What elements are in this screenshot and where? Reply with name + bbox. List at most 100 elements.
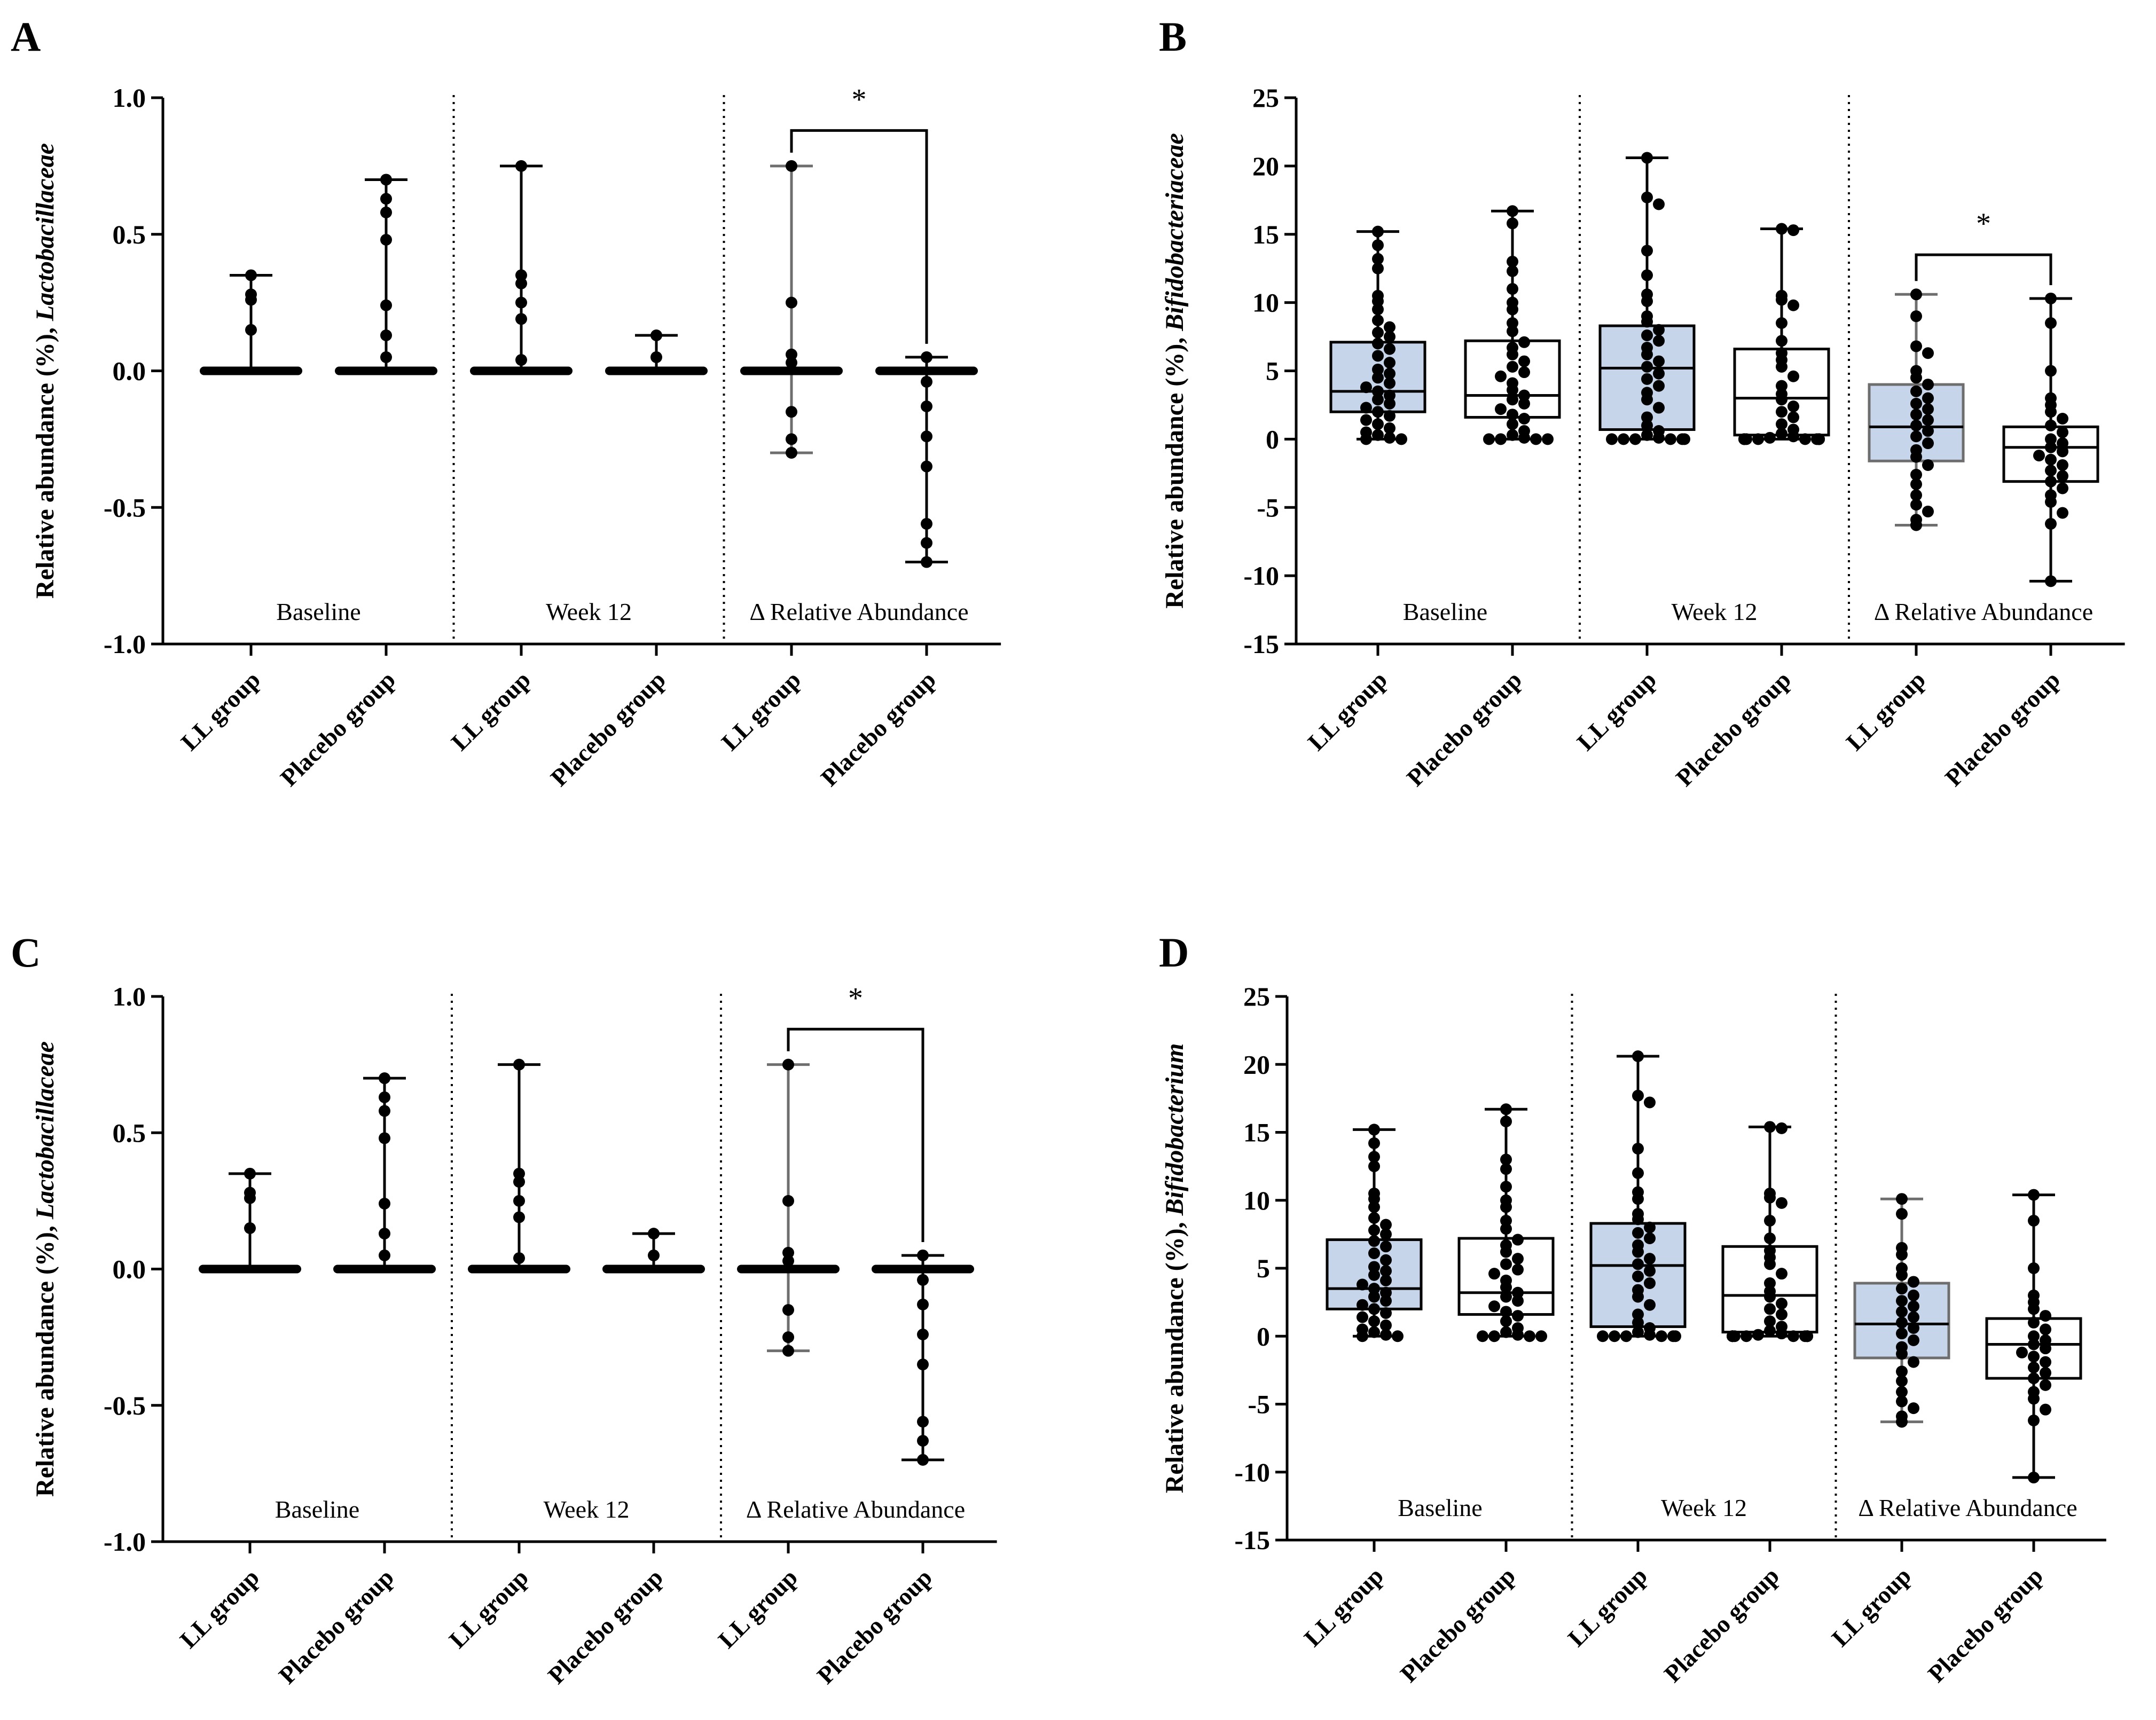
data-point bbox=[1368, 1137, 1380, 1149]
data-point bbox=[2028, 1361, 2040, 1373]
data-point bbox=[1787, 411, 1799, 423]
data-point bbox=[1764, 1121, 1776, 1133]
data-point bbox=[1653, 367, 1665, 380]
x-category-label: Placebo group bbox=[1671, 666, 1796, 791]
data-point bbox=[1776, 428, 1787, 440]
data-point bbox=[1507, 265, 1518, 277]
series-5 bbox=[875, 351, 978, 568]
series-2 bbox=[1598, 152, 1696, 445]
data-point bbox=[1641, 269, 1653, 281]
data-point bbox=[1384, 367, 1395, 380]
data-point bbox=[1512, 1253, 1524, 1265]
data-point bbox=[513, 1211, 525, 1223]
data-point bbox=[1910, 385, 1922, 397]
data-point bbox=[2045, 475, 2057, 488]
series-3 bbox=[1733, 223, 1830, 445]
x-category-label: LL group bbox=[446, 666, 536, 756]
data-point bbox=[515, 313, 527, 325]
data-point bbox=[2057, 426, 2068, 438]
section-label: Δ Relative Abundance bbox=[1858, 1494, 2077, 1521]
data-point bbox=[917, 1249, 929, 1261]
data-point bbox=[1799, 433, 1811, 445]
x-category-label: LL group bbox=[444, 1564, 534, 1653]
significance-star: * bbox=[852, 83, 867, 116]
data-point bbox=[1908, 1289, 1919, 1301]
data-point bbox=[1477, 1330, 1488, 1342]
data-point bbox=[782, 1345, 794, 1357]
data-point bbox=[1372, 326, 1384, 339]
data-point bbox=[1922, 347, 1934, 359]
data-point bbox=[1764, 1315, 1776, 1328]
data-point bbox=[1500, 1163, 1512, 1175]
data-point bbox=[1910, 478, 1922, 490]
data-point bbox=[1488, 1268, 1500, 1280]
data-point bbox=[1644, 1277, 1656, 1289]
panel-a: A 1.0 0.5 0.0 -0.5 -1.0 Relative abundance (%)… bbox=[11, 13, 1001, 791]
data-point bbox=[1922, 414, 1934, 426]
panel-c: C 1.0 0.5 0.0 -0.5 -1.0 Relative abundance (%)… bbox=[11, 929, 997, 1689]
data-point bbox=[2040, 1403, 2051, 1416]
data-point bbox=[1896, 1348, 1908, 1360]
series-4 bbox=[740, 160, 843, 459]
data-point bbox=[1597, 1330, 1609, 1342]
data-point bbox=[1530, 433, 1542, 445]
data-point bbox=[513, 1195, 525, 1207]
data-point bbox=[917, 1435, 929, 1447]
data-point bbox=[1512, 1263, 1524, 1276]
data-point bbox=[1632, 1089, 1644, 1102]
data-point bbox=[1764, 1214, 1776, 1227]
data-point bbox=[244, 1192, 256, 1204]
data-point bbox=[2045, 406, 2057, 418]
data-point bbox=[1653, 431, 1665, 444]
x-category-label: LL group bbox=[1572, 666, 1661, 756]
x-category-label: Placebo group bbox=[1940, 666, 2065, 791]
data-point bbox=[921, 556, 932, 568]
data-point bbox=[1653, 335, 1665, 347]
data-point bbox=[1372, 418, 1384, 430]
data-point bbox=[1653, 355, 1665, 367]
data-point bbox=[1896, 1295, 1908, 1307]
data-point bbox=[1896, 1395, 1908, 1408]
data-point bbox=[1741, 1330, 1752, 1342]
series-4 bbox=[1853, 1193, 1950, 1428]
data-point bbox=[1384, 431, 1395, 444]
data-point bbox=[1368, 1212, 1380, 1224]
data-point bbox=[1507, 348, 1518, 360]
panel-b: B 25 20 15 10 5 0 -5 -10 -15 Relative abundance (%… bbox=[1159, 13, 2125, 791]
data-point bbox=[1507, 429, 1518, 441]
significance-line bbox=[1915, 253, 2052, 285]
data-point bbox=[1776, 1328, 1787, 1340]
data-point bbox=[1908, 1276, 1919, 1288]
x-category-label: LL group bbox=[1841, 666, 1931, 756]
data-point bbox=[786, 446, 797, 459]
data-point bbox=[1632, 1326, 1644, 1338]
data-point bbox=[1632, 1316, 1644, 1329]
section-label: Δ Relative Abundance bbox=[749, 598, 968, 625]
data-point bbox=[1644, 1329, 1656, 1341]
data-point bbox=[2028, 1303, 2040, 1315]
y-tick-label: 0.5 bbox=[113, 219, 146, 249]
data-point bbox=[650, 329, 662, 342]
significance-star: * bbox=[848, 981, 863, 1015]
data-point bbox=[1500, 1306, 1512, 1318]
data-point bbox=[1908, 1402, 1919, 1415]
series-1 bbox=[335, 174, 437, 375]
data-point bbox=[1372, 372, 1384, 384]
y-tick-label: 0 bbox=[1257, 1321, 1270, 1351]
data-point bbox=[1896, 1365, 1908, 1378]
data-point bbox=[1384, 397, 1395, 410]
data-point bbox=[2045, 496, 2057, 508]
y-axis-label-taxon: Lactobacillaceae bbox=[31, 143, 59, 321]
data-point bbox=[513, 1167, 525, 1180]
panel-d: D 25 20 15 10 5 0 -5 -10 -15 Relative abundance (%… bbox=[1159, 929, 2106, 1687]
data-point bbox=[1641, 329, 1653, 342]
x-category-label: Placebo group bbox=[543, 1564, 668, 1689]
data-point bbox=[1896, 1316, 1908, 1329]
data-point bbox=[2045, 317, 2057, 329]
data-point bbox=[1368, 1283, 1380, 1295]
data-point bbox=[782, 1195, 794, 1207]
data-point bbox=[1368, 1193, 1380, 1205]
data-point bbox=[1644, 1299, 1656, 1311]
data-point bbox=[1512, 1295, 1524, 1307]
